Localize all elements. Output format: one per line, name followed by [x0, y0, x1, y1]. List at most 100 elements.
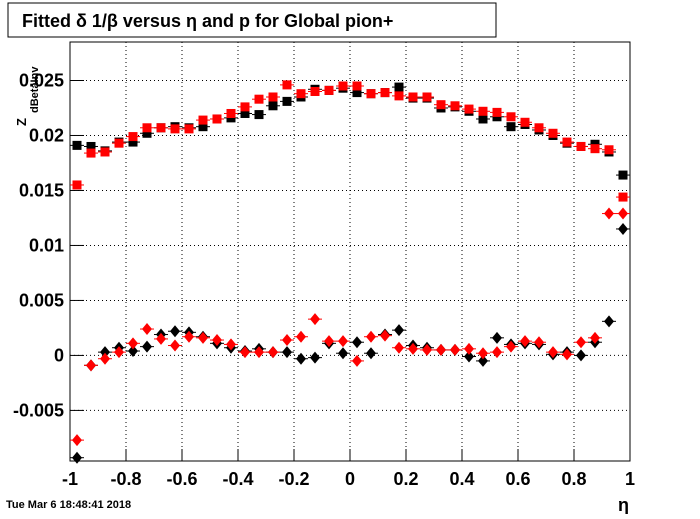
marker — [352, 81, 362, 91]
marker — [576, 336, 586, 349]
x-tick-label: -0.4 — [222, 469, 253, 489]
marker — [86, 148, 96, 158]
marker — [128, 132, 138, 142]
marker — [86, 359, 96, 372]
x-tick-label: 0 — [345, 469, 355, 489]
x-tick-label: 0.6 — [505, 469, 530, 489]
marker — [380, 88, 390, 98]
marker — [450, 101, 460, 111]
marker — [604, 145, 614, 155]
marker — [142, 128, 152, 138]
marker — [338, 347, 348, 360]
marker — [114, 346, 124, 359]
y-tick-label: 0.025 — [19, 70, 64, 90]
marker — [268, 92, 278, 102]
timestamp: Tue Mar 6 18:48:41 2018 — [6, 499, 131, 511]
x-tick-label: -1 — [62, 469, 78, 489]
marker — [618, 207, 628, 220]
marker — [492, 107, 502, 117]
marker — [478, 354, 488, 367]
marker — [184, 124, 194, 134]
marker — [478, 106, 488, 116]
marker — [394, 91, 404, 101]
marker — [464, 104, 474, 114]
x-tick-label: -0.6 — [166, 469, 197, 489]
marker — [408, 92, 418, 102]
marker — [324, 335, 334, 348]
marker — [198, 331, 208, 344]
marker — [240, 102, 250, 112]
marker — [324, 85, 334, 95]
marker — [114, 138, 124, 148]
marker — [590, 331, 600, 344]
marker — [604, 207, 614, 220]
marker — [156, 123, 166, 133]
marker — [170, 325, 180, 338]
marker — [128, 345, 138, 358]
marker — [100, 147, 110, 157]
marker — [254, 346, 264, 359]
marker — [380, 329, 390, 342]
marker — [506, 122, 516, 132]
marker — [268, 346, 278, 359]
x-tick-label: 1 — [625, 469, 635, 489]
marker — [352, 88, 362, 98]
x-tick-label: 0.4 — [449, 469, 474, 489]
marker — [464, 350, 474, 363]
marker — [408, 342, 418, 355]
marker — [100, 346, 110, 359]
marker — [520, 335, 530, 348]
marker — [268, 101, 278, 111]
marker — [548, 128, 558, 138]
marker — [128, 137, 138, 147]
marker — [436, 343, 446, 356]
marker — [366, 89, 376, 99]
marker — [282, 346, 292, 359]
marker — [72, 451, 82, 464]
title-box — [7, 2, 497, 38]
marker — [240, 346, 250, 359]
marker — [226, 338, 236, 351]
marker — [72, 180, 82, 190]
marker — [366, 330, 376, 343]
y-tick-label: 0.02 — [29, 125, 64, 145]
marker — [72, 140, 82, 150]
marker — [492, 346, 502, 359]
marker — [254, 94, 264, 104]
marker — [352, 336, 362, 349]
chart-title: Fitted δ 1/β versus η and p for Global p… — [22, 11, 393, 31]
marker — [338, 335, 348, 348]
marker — [618, 222, 628, 235]
x-tick-label: -0.8 — [110, 469, 141, 489]
marker — [86, 141, 96, 151]
marker — [142, 340, 152, 353]
marker — [464, 342, 474, 355]
marker — [478, 114, 488, 124]
marker — [100, 352, 110, 365]
marker — [366, 347, 376, 360]
marker — [534, 336, 544, 349]
marker — [562, 348, 572, 361]
y-tick-label: 0.005 — [19, 290, 64, 310]
marker — [198, 115, 208, 125]
marker — [212, 114, 222, 124]
marker — [506, 340, 516, 353]
marker — [282, 96, 292, 106]
marker — [296, 330, 306, 343]
marker — [310, 351, 320, 364]
marker — [296, 352, 306, 365]
marker — [310, 313, 320, 326]
marker — [422, 92, 432, 102]
marker — [492, 331, 502, 344]
marker — [170, 124, 180, 134]
x-tick-label: 0.8 — [561, 469, 586, 489]
x-tick-label: -0.2 — [278, 469, 309, 489]
x-tick-label: 0.2 — [393, 469, 418, 489]
plot-frame — [69, 41, 631, 462]
marker — [212, 334, 222, 347]
marker — [394, 341, 404, 354]
y-tick-label: -0.005 — [13, 400, 64, 420]
marker — [422, 343, 432, 356]
marker — [142, 123, 152, 133]
